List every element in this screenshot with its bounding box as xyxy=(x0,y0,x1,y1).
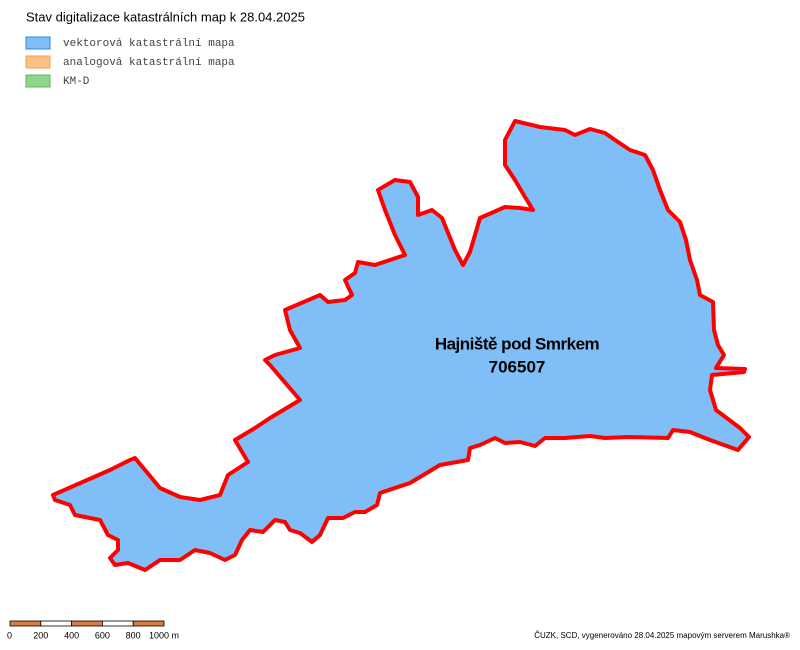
legend-swatch xyxy=(25,74,51,88)
legend-label: vektorová katastrální mapa xyxy=(63,38,235,50)
area-name: Hajniště pod Smrkem xyxy=(435,334,600,353)
scale-bar: 0 200 400 600 800 1000 m xyxy=(7,620,179,640)
scale-label: 800 xyxy=(126,630,141,640)
map-title: Stav digitalizace katastrálních map k 28… xyxy=(26,9,305,24)
scale-label: 400 xyxy=(64,630,79,640)
scale-segment xyxy=(9,620,42,627)
legend-swatch xyxy=(25,36,51,50)
credit: ČUZK, SCD, vygenerováno 28.04.2025 mapov… xyxy=(534,631,790,640)
scale-label: 600 xyxy=(95,630,110,640)
scale-segment xyxy=(102,620,134,627)
scale-label: 0 xyxy=(7,630,12,640)
scale-segment xyxy=(132,620,165,627)
scale-segment xyxy=(40,620,72,627)
cadastral-area xyxy=(51,119,751,572)
area-code: 706507 xyxy=(489,357,546,376)
legend-label: analogová katastrální mapa xyxy=(63,57,235,69)
legend-label: KM-D xyxy=(63,76,90,88)
scale-segment xyxy=(71,620,103,627)
legend-swatch xyxy=(25,55,51,69)
scale-label: 1000 m xyxy=(149,630,179,640)
legend: vektorová katastrální mapa analogová kata… xyxy=(25,36,235,88)
scale-label: 200 xyxy=(33,630,48,640)
